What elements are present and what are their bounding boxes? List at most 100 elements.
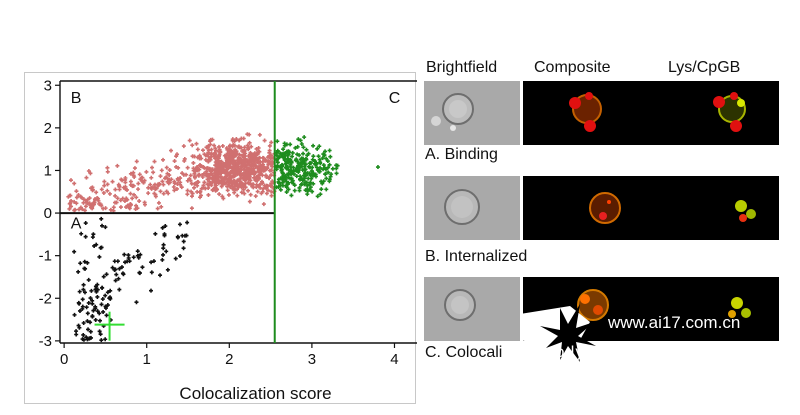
scatter-point-b-659	[155, 182, 160, 187]
scatter-point-b-286	[131, 192, 136, 197]
scatter-point-b-420	[185, 192, 190, 197]
scatter-point-a-86	[97, 329, 102, 334]
scatter-point-c-112	[323, 149, 328, 154]
scatter-point-b-793	[88, 171, 93, 176]
scatter-point-b-794	[261, 202, 266, 207]
scatter-point-b-218	[265, 155, 270, 160]
scatter-point-c-15	[296, 137, 301, 142]
scatter-point-c-241	[290, 150, 295, 155]
scatter-point-b-881	[248, 163, 253, 168]
scatter-point-b-521	[246, 188, 251, 193]
scatter-point-c-228	[280, 170, 285, 175]
scatter-point-b-828	[222, 168, 227, 173]
scatter-point-c-27	[284, 185, 289, 190]
scatter-point-b-883	[189, 189, 194, 194]
scatter-point-c-96	[326, 170, 331, 175]
scatter-point-a-17	[131, 255, 136, 260]
scatter-point-b-340	[137, 172, 142, 177]
scatter-point-b-489	[110, 179, 115, 184]
scatter-point-b-712	[218, 165, 223, 170]
scatter-point-b-824	[181, 144, 186, 149]
scatter-point-b-599	[246, 147, 251, 152]
scatter-point-c-245	[322, 165, 327, 170]
scatter-point-b-897	[153, 187, 158, 192]
scatter-point-a-96	[103, 293, 108, 298]
scatter-point-c-201	[283, 151, 288, 156]
scatter-point-b-796	[229, 157, 234, 162]
scatter-point-c-198	[308, 185, 313, 190]
scatter-point-b-792	[267, 168, 272, 173]
scatter-point-b-478	[134, 159, 139, 164]
scatter-point-b-791	[140, 175, 145, 180]
scatter-point-a-101	[72, 312, 77, 317]
scatter-point-a-97	[158, 273, 163, 278]
scatter-point-b-852	[234, 149, 239, 154]
scatter-point-b-231	[247, 140, 252, 145]
scatter-point-b-889	[269, 193, 274, 198]
scatter-point-b-294	[254, 146, 259, 151]
scatter-point-c-247	[296, 161, 301, 166]
scatter-point-c-180	[319, 187, 324, 192]
scatter-point-a-40	[116, 276, 121, 281]
scatter-point-b-728	[256, 183, 261, 188]
x-tick-label-3: 3	[308, 351, 316, 368]
scatter-point-b-860	[268, 153, 273, 158]
scatter-point-c-209	[280, 177, 285, 182]
scatter-point-a-65	[76, 269, 81, 274]
scatter-point-b-531	[128, 191, 133, 196]
scatter-point-b-714	[232, 139, 237, 144]
scatter-point-b-636	[69, 198, 74, 203]
scatter-point-b-848	[182, 158, 187, 163]
scatter-point-a-100	[83, 221, 88, 226]
region-label-b: B	[71, 90, 82, 107]
scatter-point-a-110	[85, 337, 90, 342]
scatter-point-a-36	[88, 296, 93, 301]
scatter-point-b-719	[90, 206, 95, 211]
scatter-point-a-111	[114, 272, 119, 277]
scatter-point-a-121	[77, 289, 82, 294]
scatter-point-b-886	[226, 156, 231, 161]
x-tick-label-2: 2	[225, 351, 233, 368]
scatter-point-a-83	[95, 294, 100, 299]
scatter-point-c-50	[281, 147, 286, 152]
scatter-point-a-13	[78, 261, 83, 266]
scatter-point-c-182	[334, 171, 339, 176]
row-label-colocalized: C. Colocali	[425, 344, 503, 361]
scatter-point-b-742	[211, 179, 216, 184]
scatter-point-b-137	[174, 164, 179, 169]
scatter-point-b-383	[128, 179, 133, 184]
scatter-point-b-37	[200, 148, 205, 153]
scatter-point-b-609	[159, 168, 164, 173]
scatter-point-b-370	[129, 202, 134, 207]
scatter-point-b-84	[105, 188, 110, 193]
scatter-point-a-130	[100, 285, 105, 290]
scatter-point-a-74	[105, 303, 110, 308]
scatter-point-b-730	[204, 169, 209, 174]
scatter-point-b-642	[251, 185, 256, 190]
scatter-point-b-571	[192, 154, 197, 159]
scatter-point-b-895	[231, 161, 236, 166]
scatter-point-a-35	[103, 306, 108, 311]
scatter-point-b-769	[263, 167, 268, 172]
scatter-point-b-880	[201, 185, 206, 190]
composite-lys-image-binding	[523, 81, 779, 145]
scatter-point-a-16	[77, 325, 82, 330]
scatter-point-b-1	[128, 171, 133, 176]
scatter-point-b-74	[67, 206, 72, 211]
scatter-point-b-710	[269, 189, 274, 194]
scatter-point-b-690	[221, 196, 226, 201]
scatter-point-b-147	[76, 192, 81, 197]
scatter-point-a-18	[84, 335, 89, 340]
scatter-point-a-143	[93, 317, 98, 322]
region-label-a: A	[71, 215, 82, 232]
scatter-point-b-819	[175, 152, 180, 157]
scatter-point-b-725	[77, 207, 82, 212]
scatter-point-b-569	[192, 185, 197, 190]
scatter-point-b-626	[242, 173, 247, 178]
scatter-point-c-237	[305, 189, 310, 194]
scatter-point-b-803	[269, 183, 274, 188]
scatter-point-b-481	[152, 191, 157, 196]
scatter-point-b-75	[82, 208, 87, 213]
scatter-point-b-618	[187, 138, 192, 143]
